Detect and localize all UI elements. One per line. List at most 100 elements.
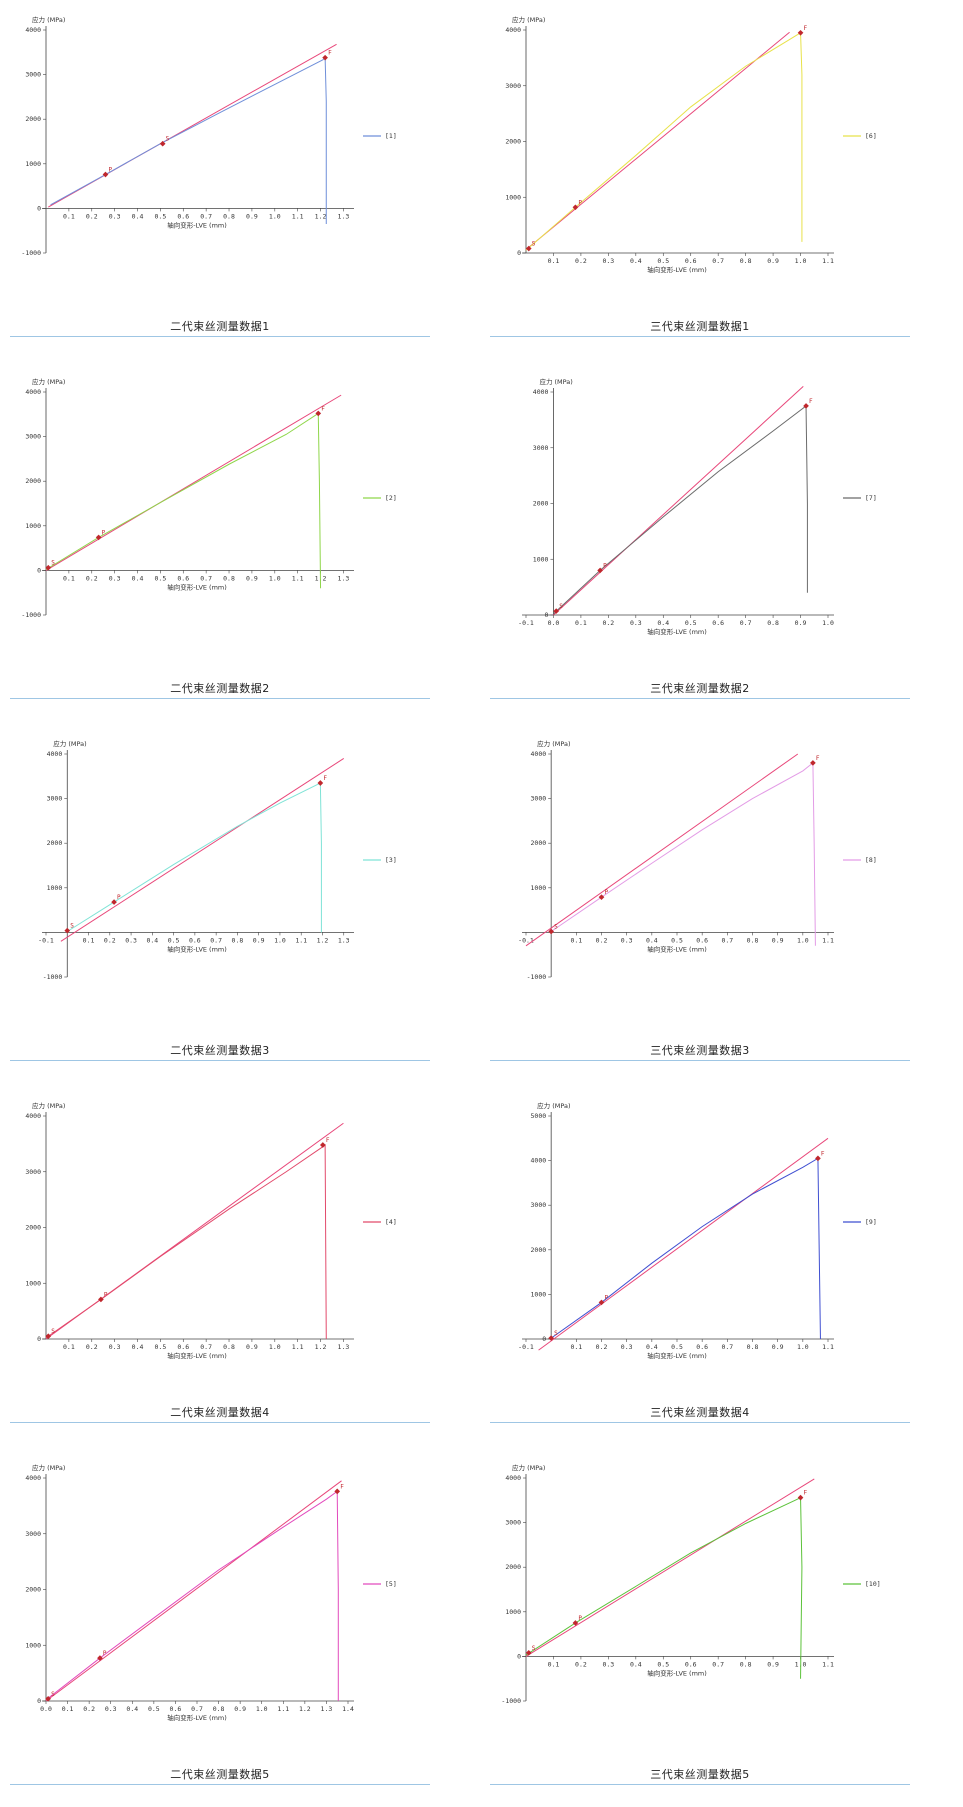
- marker-label: S: [51, 1691, 55, 1698]
- legend-label: [1]: [385, 132, 397, 140]
- y-tick-label: 1000: [533, 555, 549, 563]
- x-tick-label: 0.5: [155, 1343, 167, 1351]
- chart-caption: 三代束丝测量数据4: [650, 1406, 750, 1419]
- chart-panel: -1000 1000 2000 3000 4000 -0.1 0.1 0.2 0.3 0.4 0.5…: [488, 732, 928, 1032]
- x-tick-label: 0.5: [155, 574, 167, 582]
- marker-point: [159, 140, 166, 147]
- x-tick-label: 0.4: [646, 936, 658, 944]
- x-tick-label: 1.3: [338, 1343, 350, 1351]
- marker-label: P: [603, 562, 607, 569]
- y-tick-label: 3000: [505, 82, 521, 90]
- x-tick-label: 0.1: [63, 574, 75, 582]
- x-tick-label: 1.2: [315, 212, 327, 220]
- x-tick-label: 0.1: [63, 212, 75, 220]
- y-tick-label: -1000: [21, 611, 41, 619]
- x-tick-label: 0.4: [630, 1660, 642, 1668]
- x-axis-label: 轴向变形-LVE (mm): [647, 944, 707, 953]
- y-tick-label: 1000: [25, 1279, 41, 1287]
- x-tick-label: 0.7: [200, 1343, 212, 1351]
- x-tick-label: 0.9: [253, 936, 265, 944]
- marker-point: [95, 534, 102, 541]
- marker-label: F: [323, 775, 327, 782]
- marker-point: [598, 894, 605, 900]
- legend-label: [10]: [865, 1580, 881, 1588]
- chart-caption: 三代束丝测量数据5: [650, 1768, 750, 1781]
- x-tick-label: 0.2: [86, 1343, 98, 1351]
- marker-label: S: [532, 1645, 536, 1652]
- fit-line: [525, 753, 799, 947]
- y-tick-label: 0: [545, 611, 549, 619]
- chart-caption: 三代束丝测量数据3: [650, 1044, 750, 1057]
- y-tick-label: -1000: [501, 1697, 521, 1705]
- x-tick-label: 0.8: [740, 257, 752, 265]
- x-tick-label: 0.7: [721, 936, 733, 944]
- x-tick-label: 0.5: [168, 936, 180, 944]
- y-tick-label: 0: [37, 1335, 41, 1343]
- x-tick-label: 1.2: [299, 1705, 311, 1713]
- y-tick-label: 2000: [25, 477, 41, 485]
- legend-label: [3]: [385, 856, 397, 864]
- x-tick-label: 1.1: [277, 1705, 289, 1713]
- marker-point: [572, 204, 579, 211]
- x-tick-label: 0.8: [747, 1343, 759, 1351]
- x-tick-label: 1.1: [292, 212, 304, 220]
- marker-point: [598, 1299, 605, 1306]
- y-axis-label: 应力 (MPa): [32, 1101, 65, 1110]
- chart-caption: 二代束丝测量数据2: [170, 682, 270, 695]
- marker-label: P: [117, 894, 121, 901]
- stress-strain-chart: 0 1000 2000 3000 4000 0.1 0.2 0.3 0.4 0.5 0.6 0.7 0.…: [505, 15, 877, 274]
- x-tick-label: 1.1: [822, 1343, 834, 1351]
- chart-caption: 三代束丝测量数据1: [650, 320, 750, 333]
- x-tick-label: 1.0: [274, 936, 286, 944]
- legend-label: [6]: [865, 132, 877, 140]
- y-tick-label: -1000: [43, 973, 63, 981]
- x-tick-label: 0.2: [83, 1705, 95, 1713]
- marker-point: [64, 927, 71, 934]
- x-tick-label: 1.0: [269, 574, 281, 582]
- x-axis-label: 轴向变形-LVE (mm): [167, 220, 227, 229]
- y-tick-label: 1000: [25, 1641, 41, 1649]
- marker-label: S: [532, 241, 536, 248]
- x-tick-label: 1.2: [317, 936, 329, 944]
- series-line: [45, 1490, 339, 1701]
- y-tick-label: 4000: [25, 1474, 41, 1482]
- y-tick-label: 0: [37, 566, 41, 574]
- divider: [490, 1060, 910, 1061]
- y-tick-label: 1000: [25, 160, 41, 168]
- marker-point: [45, 564, 52, 571]
- x-tick-label: 1.4: [342, 1705, 354, 1713]
- y-tick-label: 1000: [25, 522, 41, 530]
- x-tick-label: 0.5: [657, 1660, 669, 1668]
- y-axis-label: 应力 (MPa): [537, 1101, 570, 1110]
- chart-panel: 0 1000 2000 3000 4000 0.1 0.2 0.3 0.4 0.5 0.6 0.7 0.…: [8, 1094, 448, 1394]
- y-tick-label: 2000: [25, 1586, 41, 1594]
- marker-label: P: [103, 1650, 107, 1657]
- y-axis-label: 应力 (MPa): [32, 1463, 65, 1472]
- y-tick-label: 4000: [25, 388, 41, 396]
- divider: [10, 336, 430, 337]
- x-tick-label: 0.1: [570, 936, 582, 944]
- y-axis-label: 应力 (MPa): [512, 15, 545, 24]
- x-tick-label: 0.6: [696, 1343, 708, 1351]
- x-tick-label: 0.3: [602, 1660, 614, 1668]
- x-axis-label: 轴向变形-LVE (mm): [647, 627, 707, 636]
- marker-point: [102, 171, 109, 178]
- x-tick-label: 0.1: [570, 1343, 582, 1351]
- marker-point: [45, 1695, 51, 1702]
- x-tick-label: 0.2: [575, 1660, 587, 1668]
- x-tick-label: 0.3: [621, 1343, 633, 1351]
- marker-label: S: [51, 560, 55, 567]
- y-tick-label: 2000: [505, 1563, 521, 1571]
- x-tick-label: 0.6: [696, 936, 708, 944]
- x-tick-label: 0.1: [62, 1705, 74, 1713]
- marker-label: F: [326, 1137, 330, 1144]
- x-tick-label: 0.7: [712, 1660, 724, 1668]
- x-tick-label: 0.9: [234, 1705, 246, 1713]
- x-tick-label: 1.1: [292, 1343, 304, 1351]
- x-axis-label: 轴向变形-LVE (mm): [167, 1713, 227, 1722]
- x-axis-label: 轴向变形-LVE (mm): [167, 944, 227, 953]
- y-tick-label: 2000: [533, 500, 549, 508]
- fit-line: [525, 1478, 815, 1657]
- x-tick-label: 0.4: [146, 936, 158, 944]
- x-tick-label: 1.1: [822, 1660, 834, 1668]
